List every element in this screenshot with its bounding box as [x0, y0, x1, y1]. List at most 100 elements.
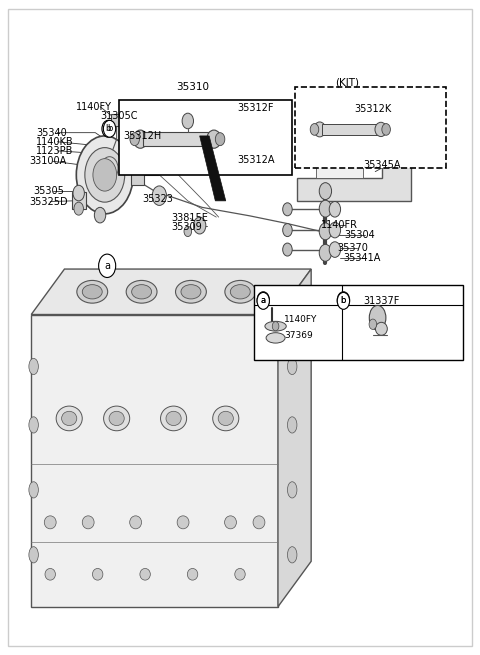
Circle shape	[329, 242, 341, 257]
Text: 35345A: 35345A	[363, 160, 401, 170]
Circle shape	[73, 185, 84, 201]
Circle shape	[272, 322, 279, 331]
Text: 35312F: 35312F	[238, 103, 274, 113]
Text: 1140FR: 1140FR	[321, 220, 358, 230]
Ellipse shape	[133, 130, 147, 148]
Text: 35304: 35304	[344, 231, 375, 240]
Circle shape	[98, 254, 116, 278]
Circle shape	[74, 202, 84, 215]
Ellipse shape	[104, 406, 130, 431]
Circle shape	[319, 244, 332, 261]
Text: 1140KB: 1140KB	[36, 137, 73, 147]
Text: 31337F: 31337F	[363, 296, 400, 306]
Ellipse shape	[177, 516, 189, 529]
Circle shape	[369, 319, 377, 329]
Ellipse shape	[176, 280, 206, 303]
Ellipse shape	[29, 547, 38, 563]
Polygon shape	[31, 269, 311, 314]
Ellipse shape	[29, 358, 38, 375]
Bar	[111, 115, 123, 126]
Ellipse shape	[288, 358, 297, 375]
Circle shape	[329, 202, 341, 217]
Circle shape	[283, 223, 292, 236]
Circle shape	[216, 133, 225, 145]
Text: a: a	[261, 296, 266, 305]
Text: 35325D: 35325D	[29, 196, 68, 206]
Ellipse shape	[213, 406, 239, 431]
Circle shape	[337, 292, 349, 309]
Ellipse shape	[375, 122, 387, 136]
Circle shape	[130, 133, 139, 145]
Text: a: a	[104, 261, 110, 271]
Ellipse shape	[126, 280, 157, 303]
Text: 35323: 35323	[143, 194, 174, 204]
Ellipse shape	[314, 122, 325, 137]
Circle shape	[310, 124, 319, 136]
Circle shape	[152, 186, 167, 206]
Ellipse shape	[375, 322, 387, 335]
Circle shape	[319, 183, 332, 200]
Bar	[254, 286, 463, 360]
Ellipse shape	[265, 322, 286, 331]
Circle shape	[193, 217, 206, 234]
Circle shape	[382, 124, 390, 136]
Ellipse shape	[56, 406, 82, 431]
Ellipse shape	[218, 411, 233, 426]
Text: a: a	[261, 295, 266, 305]
Circle shape	[329, 222, 341, 238]
Text: b: b	[106, 124, 111, 133]
Ellipse shape	[181, 285, 201, 299]
Ellipse shape	[253, 516, 265, 529]
Ellipse shape	[288, 481, 297, 498]
Circle shape	[102, 121, 114, 137]
Polygon shape	[297, 165, 411, 201]
Bar	[295, 87, 446, 168]
Text: 35340: 35340	[36, 128, 67, 138]
Ellipse shape	[29, 417, 38, 433]
Text: b: b	[341, 295, 346, 305]
Ellipse shape	[93, 569, 103, 580]
Circle shape	[95, 208, 106, 223]
Ellipse shape	[160, 406, 187, 431]
Ellipse shape	[187, 569, 198, 580]
Ellipse shape	[82, 285, 102, 299]
Ellipse shape	[369, 305, 386, 330]
Ellipse shape	[288, 547, 297, 563]
Text: b: b	[341, 296, 346, 305]
Polygon shape	[31, 314, 278, 607]
Ellipse shape	[77, 280, 108, 303]
Ellipse shape	[225, 280, 256, 303]
Ellipse shape	[61, 411, 77, 426]
Text: 35309: 35309	[171, 223, 202, 233]
Circle shape	[283, 203, 292, 215]
Circle shape	[319, 200, 332, 217]
Text: 37369: 37369	[284, 331, 313, 341]
Bar	[131, 165, 144, 185]
Ellipse shape	[266, 333, 285, 343]
Text: 35312H: 35312H	[124, 131, 162, 141]
Circle shape	[319, 223, 332, 240]
Ellipse shape	[82, 516, 94, 529]
Bar	[119, 100, 292, 175]
Text: (KIT): (KIT)	[335, 77, 359, 87]
Ellipse shape	[130, 516, 142, 529]
Polygon shape	[200, 136, 226, 201]
Text: 35312K: 35312K	[354, 104, 391, 114]
Text: 33815E: 33815E	[171, 214, 208, 223]
Text: 33100A: 33100A	[29, 157, 66, 166]
Circle shape	[283, 243, 292, 256]
Ellipse shape	[166, 411, 181, 426]
Polygon shape	[278, 269, 311, 607]
Text: 1140FY: 1140FY	[76, 102, 112, 112]
Ellipse shape	[44, 516, 56, 529]
Circle shape	[76, 136, 133, 214]
Circle shape	[93, 159, 117, 191]
Text: 35310: 35310	[176, 83, 209, 92]
Ellipse shape	[45, 569, 56, 580]
Circle shape	[85, 147, 125, 202]
Circle shape	[182, 113, 193, 129]
Ellipse shape	[288, 417, 297, 433]
Ellipse shape	[207, 130, 221, 148]
Text: 31305C: 31305C	[100, 111, 138, 121]
Ellipse shape	[132, 285, 152, 299]
